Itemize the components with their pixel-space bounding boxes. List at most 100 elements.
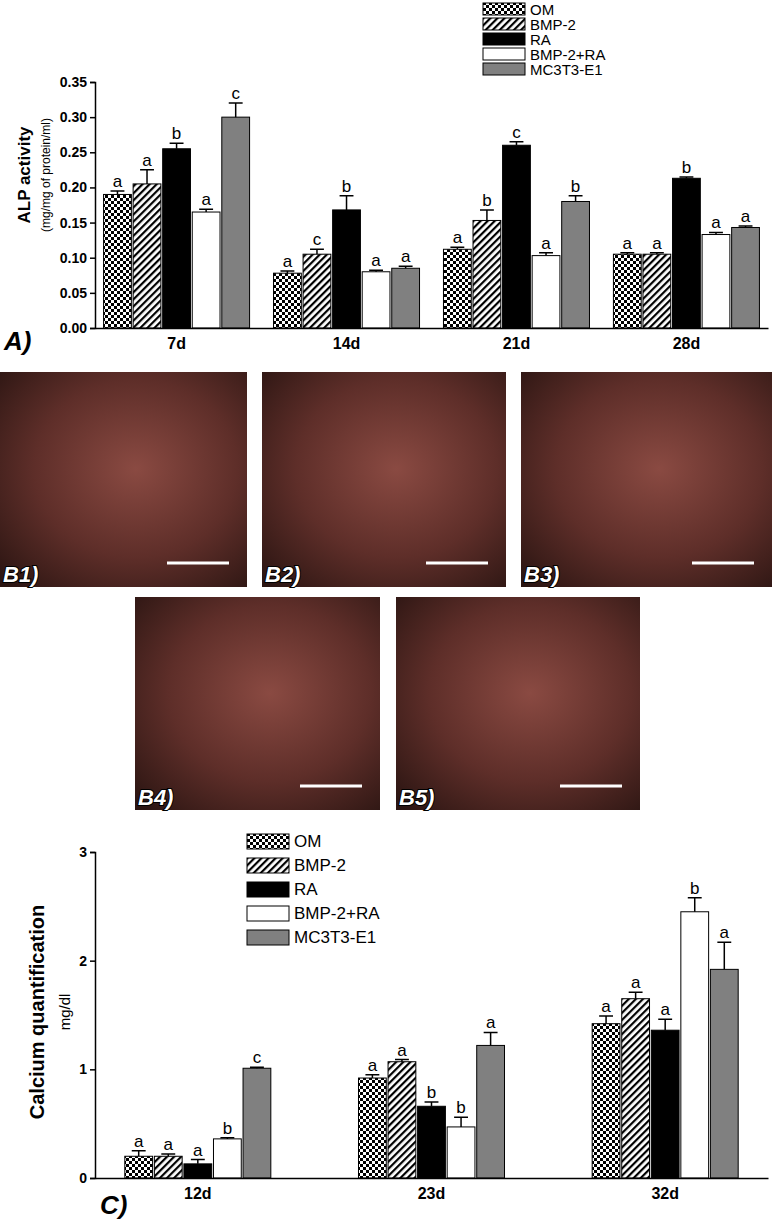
legend-swatch <box>247 882 289 897</box>
error-bar <box>679 177 693 178</box>
bar <box>125 1156 153 1178</box>
y-axis-line <box>90 853 96 1179</box>
bar <box>702 235 730 328</box>
y-axis-title: (mg/mg of protein/ml) <box>39 118 53 232</box>
error-bar <box>688 898 702 912</box>
error-bar-stem <box>235 103 237 117</box>
x-tick: 21d <box>503 328 531 352</box>
error-bar-stem <box>146 170 148 184</box>
y-tick-label: 0.35 <box>60 74 87 90</box>
bar <box>184 1164 212 1178</box>
bar <box>562 201 590 328</box>
significance-letter: a <box>541 234 551 253</box>
significance-letter: a <box>283 252 293 271</box>
error-bar-stem <box>724 942 726 969</box>
y-tick-mark <box>90 222 95 224</box>
x-tick-label: 14d <box>333 335 361 352</box>
y-tick-label: 1 <box>79 1061 87 1077</box>
error-bar-stem <box>635 992 637 999</box>
bar <box>192 212 220 328</box>
legend-swatch <box>247 906 289 921</box>
y-axis-title: mg/dl <box>56 994 73 1031</box>
y-axis-title: Calcium quantification <box>26 905 48 1119</box>
y-tick: 0.30 <box>60 109 95 125</box>
significance-letter: a <box>623 234 633 253</box>
y-tick: 0 <box>79 1170 95 1186</box>
significance-letter: a <box>601 997 611 1016</box>
y-tick: 0.15 <box>60 215 95 231</box>
significance-letter: a <box>401 247 411 266</box>
legend-label: MC3T3-E1 <box>294 928 376 947</box>
bar <box>358 1078 386 1178</box>
y-tick: 0.20 <box>60 179 95 195</box>
legend-item: OM <box>247 832 321 851</box>
significance-letters: aaaaaaababbbcaa <box>134 879 730 1160</box>
error-bar <box>450 247 464 249</box>
legend-swatch <box>247 858 289 873</box>
significance-letter: b <box>172 124 181 143</box>
micrograph-image <box>262 372 506 587</box>
y-axis: 0123 <box>79 844 95 1186</box>
y-tick-label: 0.30 <box>60 109 87 125</box>
error-bar <box>199 209 213 212</box>
x-tick-label: 32d <box>651 1185 679 1202</box>
significance-letter: a <box>371 251 381 270</box>
legend-swatch <box>483 18 525 30</box>
bar <box>388 1062 416 1178</box>
significance-letter: a <box>193 1141 203 1160</box>
significance-letter: b <box>342 177 351 196</box>
error-bar <box>510 142 524 146</box>
panel-label: A) <box>3 326 31 356</box>
error-bar <box>280 271 294 273</box>
micrograph-label: B5) <box>399 785 434 810</box>
error-bar-stem <box>486 210 488 221</box>
y-tick: 3 <box>79 844 95 860</box>
legend: OMBMP-2RABMP-2+RAMC3T3-E1 <box>247 832 380 947</box>
micrograph: B1) <box>0 372 247 587</box>
error-bar <box>658 1019 672 1030</box>
bar <box>503 145 531 328</box>
x-axis: 12d23d32d <box>96 1178 769 1202</box>
y-tick-mark <box>90 187 95 189</box>
bar <box>362 272 390 328</box>
y-tick-mark <box>90 117 95 119</box>
bar <box>243 1068 271 1178</box>
scale-bar <box>300 785 362 788</box>
x-tick: 7d <box>167 328 186 352</box>
significance-letter: b <box>223 1119 232 1138</box>
x-axis-line <box>96 1178 769 1180</box>
bar <box>154 1156 182 1178</box>
micrographs: B1)B2)B3)B4)B5) <box>0 372 772 810</box>
micrograph-image <box>0 372 247 587</box>
significance-letter: a <box>113 172 123 191</box>
y-axis-title: ALP activity <box>15 126 34 224</box>
significance-letters: aaaaacbabbcbaaaacaba <box>113 84 751 271</box>
significance-letter: a <box>660 1000 670 1019</box>
bar <box>274 273 302 328</box>
scale-bar <box>560 785 622 788</box>
x-tick-label: 12d <box>184 1185 212 1202</box>
significance-letter: a <box>711 213 721 232</box>
error-bar <box>365 1075 379 1078</box>
micrograph-image <box>396 597 640 810</box>
error-bar-stem <box>176 143 178 149</box>
y-tick-mark <box>90 293 95 295</box>
significance-letter: a <box>652 234 662 253</box>
micrograph-label: B2) <box>265 562 300 587</box>
bar <box>673 178 701 328</box>
scale-bar <box>167 562 229 565</box>
bar <box>613 254 641 328</box>
legend-swatch <box>483 63 525 75</box>
error-bar <box>629 992 643 999</box>
error-bar-stem <box>664 1019 666 1030</box>
significance-letter: a <box>142 151 152 170</box>
x-tick-label: 21d <box>503 335 531 352</box>
y-axis: 0.000.050.100.150.200.250.300.35 <box>60 74 96 336</box>
y-tick-label: 0.10 <box>60 250 87 266</box>
y-tick-label: 3 <box>79 844 87 860</box>
y-tick-mark <box>90 960 95 962</box>
legend-label: MC3T3-E1 <box>530 61 603 78</box>
scale-bar <box>692 562 754 565</box>
error-bar <box>229 103 243 117</box>
y-tick: 0.05 <box>60 285 95 301</box>
